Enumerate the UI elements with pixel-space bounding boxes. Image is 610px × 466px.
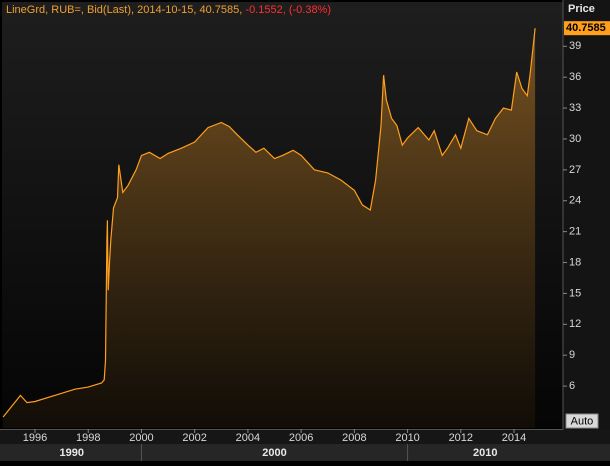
x-tick-label: 2004: [236, 432, 260, 444]
x-tick-label: 2008: [342, 432, 366, 444]
auto-button-label[interactable]: Auto: [571, 415, 594, 427]
y-tick-label: 27: [569, 164, 581, 176]
y-tick-label: 33: [569, 102, 581, 114]
header-change: -0.1552, (-0.38%): [245, 4, 331, 16]
x-tick-label: 2012: [449, 432, 473, 444]
header-text: LineGrd, RUB=, Bid(Last), 2014-10-15, 40…: [6, 4, 331, 16]
x-tick-label: 2002: [182, 432, 206, 444]
auto-button[interactable]: [565, 413, 599, 429]
header-info: LineGrd, RUB=, Bid(Last), 2014-10-15, 40…: [6, 4, 242, 16]
decade-panel: [0, 444, 610, 461]
x-tick-label: 2006: [289, 432, 313, 444]
area-fill: [3, 28, 536, 428]
y-tick-label: 21: [569, 226, 581, 238]
y-axis-title: Price: [568, 3, 595, 15]
price-line: [2, 28, 536, 418]
x-axis-panel: [0, 430, 610, 444]
last-price-box: [564, 21, 610, 36]
y-tick-label: 12: [569, 318, 581, 330]
x-tick-label: 2010: [395, 432, 419, 444]
x-tick-label: 2000: [129, 432, 153, 444]
y-tick-label: 15: [569, 287, 581, 299]
y-tick-label: 39: [569, 40, 581, 52]
y-axis-panel: [563, 0, 610, 430]
y-tick-label: 30: [569, 133, 581, 145]
last-price-label: 40.7585: [566, 22, 606, 34]
decade-label: 2010: [473, 447, 497, 459]
y-tick-label: 36: [569, 71, 581, 83]
y-tick-label: 6: [569, 380, 575, 392]
x-tick-label: 1996: [23, 432, 47, 444]
x-tick-label: 1998: [76, 432, 100, 444]
y-tick-label: 24: [569, 195, 581, 207]
y-tick-label: 18: [569, 256, 581, 268]
x-tick-label: 2014: [502, 432, 526, 444]
decade-label: 2000: [262, 447, 286, 459]
decade-label: 1990: [59, 447, 83, 459]
y-tick-label: 9: [569, 349, 575, 361]
